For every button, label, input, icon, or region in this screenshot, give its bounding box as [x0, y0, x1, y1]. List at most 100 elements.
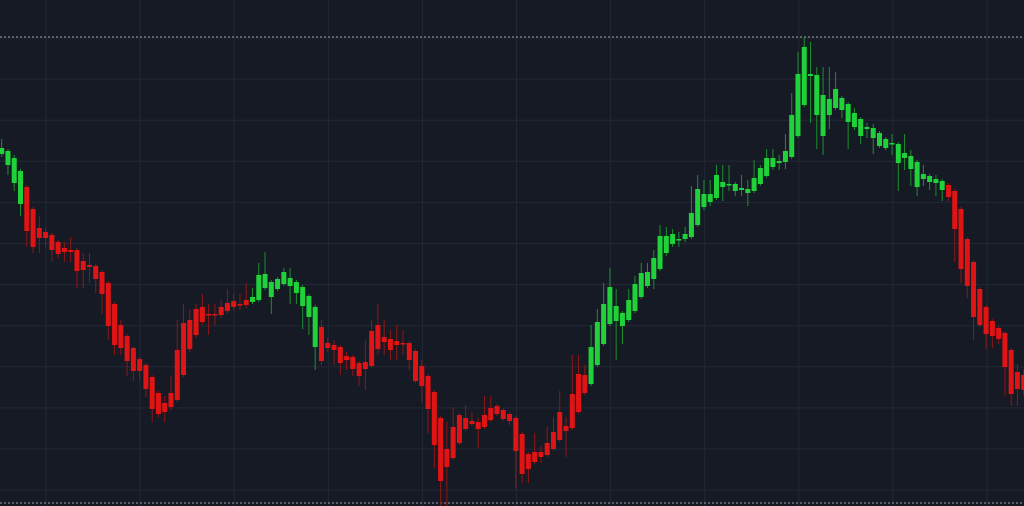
candle-body: [488, 408, 494, 420]
candle: [1002, 331, 1008, 396]
candle: [519, 432, 525, 483]
candle: [155, 391, 161, 417]
candle: [757, 165, 763, 186]
candle: [488, 396, 494, 422]
candle-body: [676, 239, 682, 241]
candle: [5, 149, 11, 175]
candle-body: [494, 406, 500, 414]
candle-body: [820, 95, 826, 136]
candle: [475, 418, 481, 448]
candle-body: [475, 422, 481, 429]
candle-body: [958, 209, 964, 269]
candle: [93, 264, 99, 293]
candle: [745, 180, 751, 206]
candle: [877, 131, 882, 148]
candle: [419, 360, 425, 402]
candle-body: [682, 234, 688, 239]
candle-body: [525, 454, 531, 469]
candle-body: [137, 359, 143, 371]
candle-body: [80, 261, 86, 270]
candle: [538, 446, 544, 463]
candle: [30, 207, 36, 253]
candle-body: [74, 250, 80, 271]
candle-body: [920, 174, 926, 179]
candle-body: [569, 394, 575, 428]
candle-body: [237, 304, 243, 306]
candle: [206, 304, 212, 335]
candle: [74, 248, 80, 288]
candle-body: [344, 356, 350, 360]
candle-body: [231, 301, 237, 307]
candle-body: [275, 279, 281, 289]
candle-body: [739, 188, 745, 190]
candle: [789, 93, 795, 159]
candle-body: [49, 235, 55, 250]
candle: [80, 253, 86, 288]
candle-body: [431, 392, 437, 445]
candle: [24, 185, 30, 247]
candle-body: [99, 272, 105, 294]
candle-body: [212, 314, 218, 316]
candle: [262, 252, 268, 290]
candle-body: [864, 127, 870, 129]
candle: [983, 305, 989, 349]
candle-body: [902, 153, 908, 158]
candle-body: [199, 307, 205, 322]
candle-body: [563, 426, 569, 431]
candle-body: [670, 234, 676, 244]
candle-body: [325, 343, 331, 348]
candle-body: [55, 242, 61, 254]
candle-body: [971, 262, 977, 317]
candle: [212, 304, 218, 325]
candle: [782, 134, 788, 169]
candle-body: [594, 322, 600, 365]
candle-body: [607, 287, 613, 324]
candle-body: [438, 418, 444, 481]
candle-body: [713, 175, 719, 198]
candle-body: [312, 307, 318, 347]
candle: [525, 452, 531, 483]
candle-body: [933, 179, 939, 183]
candle-body: [181, 323, 187, 375]
candle: [776, 155, 782, 170]
candle-body: [877, 133, 882, 146]
candle: [337, 345, 343, 375]
candle-body: [1002, 333, 1008, 367]
candle: [375, 304, 381, 355]
candle-body: [375, 325, 381, 349]
candle-body: [544, 443, 550, 455]
candle-body: [588, 347, 594, 384]
candle: [130, 346, 136, 381]
candle-body: [939, 181, 945, 190]
candle-body: [362, 362, 368, 369]
candle-body: [889, 143, 895, 145]
candle: [350, 355, 356, 376]
candle-body: [463, 418, 469, 429]
candle-body: [977, 289, 983, 325]
candle-body: [814, 75, 820, 115]
candle: [137, 357, 143, 381]
candle: [839, 96, 845, 118]
candle-body: [218, 307, 224, 315]
candle-body: [350, 357, 356, 369]
candle: [143, 363, 149, 397]
candle: [707, 180, 713, 206]
candle: [557, 391, 563, 442]
candle: [481, 396, 487, 429]
candle-body: [394, 341, 400, 345]
candle-body: [989, 321, 995, 336]
candle-body: [808, 74, 814, 76]
candle-body: [707, 194, 713, 202]
candle: [638, 263, 644, 299]
candle-body: [513, 418, 519, 451]
candle: [770, 149, 776, 170]
candle-body: [532, 452, 538, 462]
candle-body: [250, 297, 255, 302]
candle: [795, 52, 801, 138]
candle-body: [68, 250, 74, 252]
candle-body: [945, 185, 951, 197]
candle: [996, 326, 1002, 344]
candle-body: [162, 403, 168, 412]
candle-body: [638, 273, 644, 297]
candle-body: [613, 306, 619, 321]
